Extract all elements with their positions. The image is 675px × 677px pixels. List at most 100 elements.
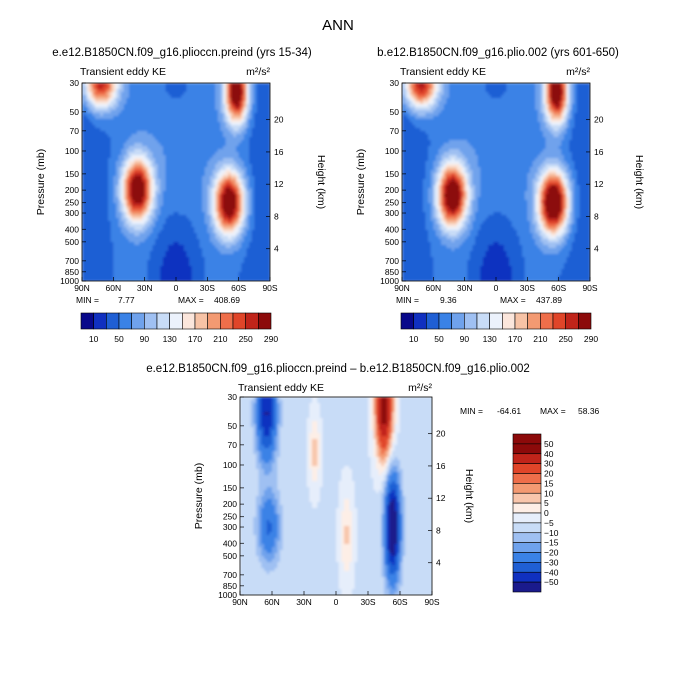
heatmap-cell (89, 113, 94, 117)
heatmap-cell (251, 260, 255, 264)
heatmap-cell (89, 272, 94, 276)
heatmap-cell (212, 248, 216, 252)
heatmap-cell (123, 257, 127, 261)
heatmap-cell (157, 107, 161, 111)
heatmap-cell (212, 107, 216, 111)
heatmap-cell (165, 98, 169, 102)
heatmap-cell (144, 206, 148, 210)
heatmap-cell (126, 218, 130, 222)
heatmap-cell (202, 152, 206, 156)
heatmap-cell (97, 218, 101, 222)
heatmap-cell (157, 101, 161, 105)
heatmap-cell (241, 197, 245, 201)
heatmap-cell (228, 95, 232, 99)
heatmap-cell (173, 209, 177, 213)
heatmap-cell (92, 161, 96, 165)
heatmap-cell (230, 110, 235, 114)
heatmap-cell (212, 119, 216, 123)
heatmap-cell (238, 122, 242, 126)
heatmap-cell (251, 140, 255, 144)
heatmap-cell (126, 221, 130, 225)
heatmap-cell (152, 194, 156, 198)
heatmap-cell (87, 137, 91, 141)
heatmap-cell (191, 251, 195, 255)
heatmap-cell (144, 248, 148, 252)
heatmap-cell (176, 122, 180, 126)
heatmap-cell (196, 146, 201, 150)
heatmap-cell (89, 170, 94, 174)
heatmap-cell (92, 185, 96, 189)
heatmap-cell (246, 254, 250, 258)
heatmap-cell (212, 122, 216, 126)
heatmap-cell (165, 191, 169, 195)
heatmap-cell (209, 206, 214, 210)
heatmap-cell (168, 128, 172, 132)
heatmap-cell (241, 185, 245, 189)
heatmap-cell (243, 224, 248, 228)
heatmap-cell (267, 239, 270, 243)
heatmap-cell (126, 263, 130, 267)
heatmap-cell (108, 203, 112, 207)
heatmap-cell (254, 227, 258, 231)
heatmap-cell (157, 233, 161, 237)
units-label: m²/s² (246, 66, 270, 78)
heatmap-cell (170, 263, 174, 267)
heatmap-cell (215, 227, 219, 231)
heatmap-cell (113, 185, 117, 189)
heatmap-cell (162, 185, 167, 189)
heatmap-cell (209, 278, 214, 281)
heatmap-cell (82, 140, 86, 144)
heatmap-cell (147, 116, 151, 120)
heatmap-cell (236, 197, 240, 201)
heatmap-cell (113, 125, 117, 129)
heatmap-cell (233, 272, 237, 276)
heatmap-cell (162, 167, 167, 171)
heatmap-cell (191, 257, 195, 261)
heatmap-cell (178, 158, 182, 162)
heatmap-cell (121, 212, 125, 216)
heatmap-cell (181, 86, 185, 90)
heatmap-cell (126, 167, 130, 171)
heatmap-cell (212, 113, 216, 117)
heatmap-cell (262, 104, 266, 108)
heatmap-cell (267, 194, 270, 198)
heatmap-cell (87, 248, 91, 252)
heatmap-cell (256, 125, 261, 129)
heatmap-cell (462, 86, 466, 90)
heatmap-cell (209, 152, 214, 156)
heatmap-cell (160, 137, 164, 141)
heatmap-cell (251, 257, 255, 261)
heatmap-cell (121, 107, 125, 111)
heatmap-cell (230, 227, 235, 231)
heatmap-cell (199, 89, 203, 93)
heatmap-cell (136, 155, 141, 159)
heatmap-cell (262, 134, 266, 138)
heatmap-cell (162, 131, 167, 135)
heatmap-cells (82, 83, 270, 281)
heatmap-cell (233, 176, 237, 180)
heatmap-cell (155, 164, 159, 168)
heatmap-cell (181, 128, 185, 132)
heatmap-cell (194, 134, 198, 138)
heatmap-cell (87, 89, 91, 93)
heatmap-cell (225, 260, 229, 264)
heatmap-cell (228, 179, 232, 183)
heatmap-cell (139, 98, 143, 102)
heatmap-cell (142, 194, 146, 198)
heatmap-cell (168, 269, 172, 273)
heatmap-cell (82, 143, 86, 147)
heatmap-cell (209, 224, 214, 228)
heatmap-cell (165, 164, 169, 168)
heatmap-cell (113, 86, 117, 90)
heatmap-cell (223, 230, 227, 234)
heatmap-cell (215, 101, 219, 105)
heatmap-cell (249, 146, 253, 150)
heatmap-cell (160, 176, 164, 180)
heatmap-cell (191, 218, 195, 222)
heatmap-cell (118, 143, 122, 147)
heatmap-cell (209, 134, 214, 138)
heatmap-cell (82, 104, 86, 108)
heatmap-cell (170, 197, 174, 201)
heatmap-cell (157, 245, 161, 249)
heatmap-cell (89, 260, 94, 264)
